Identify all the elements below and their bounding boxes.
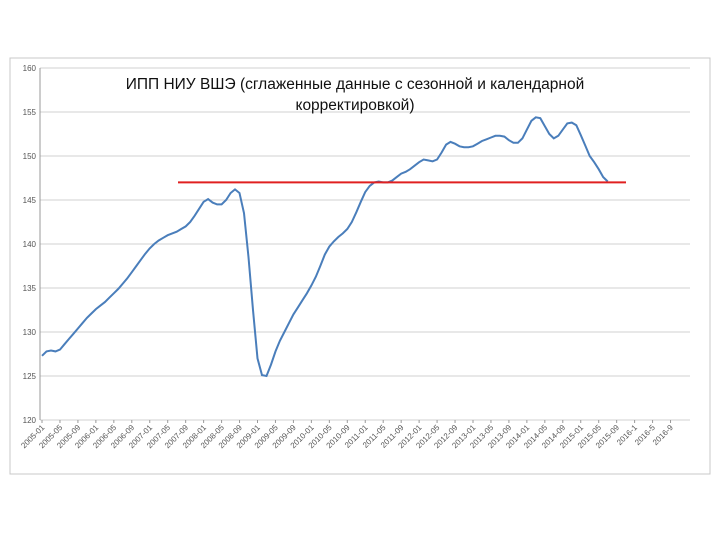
y-tick-label: 155 (23, 108, 37, 117)
data-line (41, 116, 609, 378)
y-tick-label: 160 (23, 64, 37, 73)
y-tick-label: 140 (23, 240, 37, 249)
y-tick-label: 125 (23, 372, 37, 381)
y-tick-label: 130 (23, 328, 37, 337)
y-tick-label: 145 (23, 196, 37, 205)
y-tick-label: 150 (23, 152, 37, 161)
chart-title: ИПП НИУ ВШЭ (сглаженные данные с сезонно… (125, 76, 585, 114)
y-tick-label: 135 (23, 284, 37, 293)
chart-frame (9, 57, 711, 475)
y-tick-label: 120 (23, 416, 37, 425)
